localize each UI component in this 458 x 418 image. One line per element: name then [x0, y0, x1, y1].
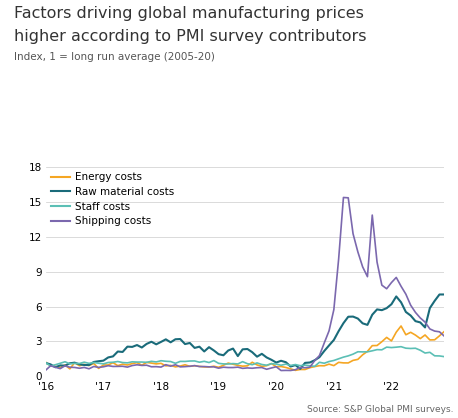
Staff costs	[67, 361, 72, 366]
Staff costs	[43, 360, 49, 365]
Staff costs	[442, 354, 447, 359]
Raw material costs	[67, 361, 72, 366]
Raw material costs	[221, 353, 226, 358]
Shipping costs	[374, 260, 380, 265]
Raw material costs	[240, 347, 245, 352]
Energy costs	[221, 363, 226, 368]
Text: Factors driving global manufacturing prices: Factors driving global manufacturing pri…	[14, 6, 364, 21]
Staff costs	[240, 359, 245, 364]
Staff costs	[398, 344, 404, 349]
Text: Index, 1 = long run average (2005-20): Index, 1 = long run average (2005-20)	[14, 52, 215, 62]
Staff costs	[370, 348, 375, 353]
Shipping costs	[278, 368, 284, 373]
Shipping costs	[341, 195, 346, 200]
Line: Shipping costs: Shipping costs	[46, 197, 444, 370]
Energy costs	[293, 368, 298, 373]
Energy costs	[67, 366, 72, 371]
Shipping costs	[43, 367, 49, 372]
Staff costs	[48, 363, 53, 368]
Line: Raw material costs: Raw material costs	[46, 294, 444, 369]
Shipping costs	[67, 365, 72, 370]
Energy costs	[240, 364, 245, 369]
Staff costs	[221, 362, 226, 367]
Line: Energy costs: Energy costs	[46, 326, 444, 370]
Shipping costs	[240, 366, 245, 371]
Text: Source: S&P Global PMI surveys.: Source: S&P Global PMI surveys.	[307, 405, 453, 414]
Raw material costs	[298, 366, 303, 371]
Line: Staff costs: Staff costs	[46, 347, 444, 366]
Raw material costs	[43, 360, 49, 365]
Raw material costs	[442, 292, 447, 297]
Energy costs	[370, 343, 375, 348]
Staff costs	[350, 352, 356, 357]
Raw material costs	[370, 312, 375, 317]
Text: higher according to PMI survey contributors: higher according to PMI survey contribut…	[14, 29, 366, 44]
Raw material costs	[48, 362, 53, 367]
Energy costs	[43, 360, 49, 365]
Raw material costs	[350, 314, 356, 319]
Shipping costs	[221, 364, 226, 370]
Shipping costs	[355, 250, 360, 255]
Shipping costs	[442, 334, 447, 339]
Energy costs	[48, 363, 53, 368]
Legend: Energy costs, Raw material costs, Staff costs, Shipping costs: Energy costs, Raw material costs, Staff …	[51, 172, 174, 227]
Raw material costs	[437, 292, 442, 297]
Energy costs	[398, 324, 404, 329]
Energy costs	[442, 329, 447, 334]
Shipping costs	[48, 363, 53, 368]
Energy costs	[350, 358, 356, 363]
Staff costs	[312, 364, 317, 369]
